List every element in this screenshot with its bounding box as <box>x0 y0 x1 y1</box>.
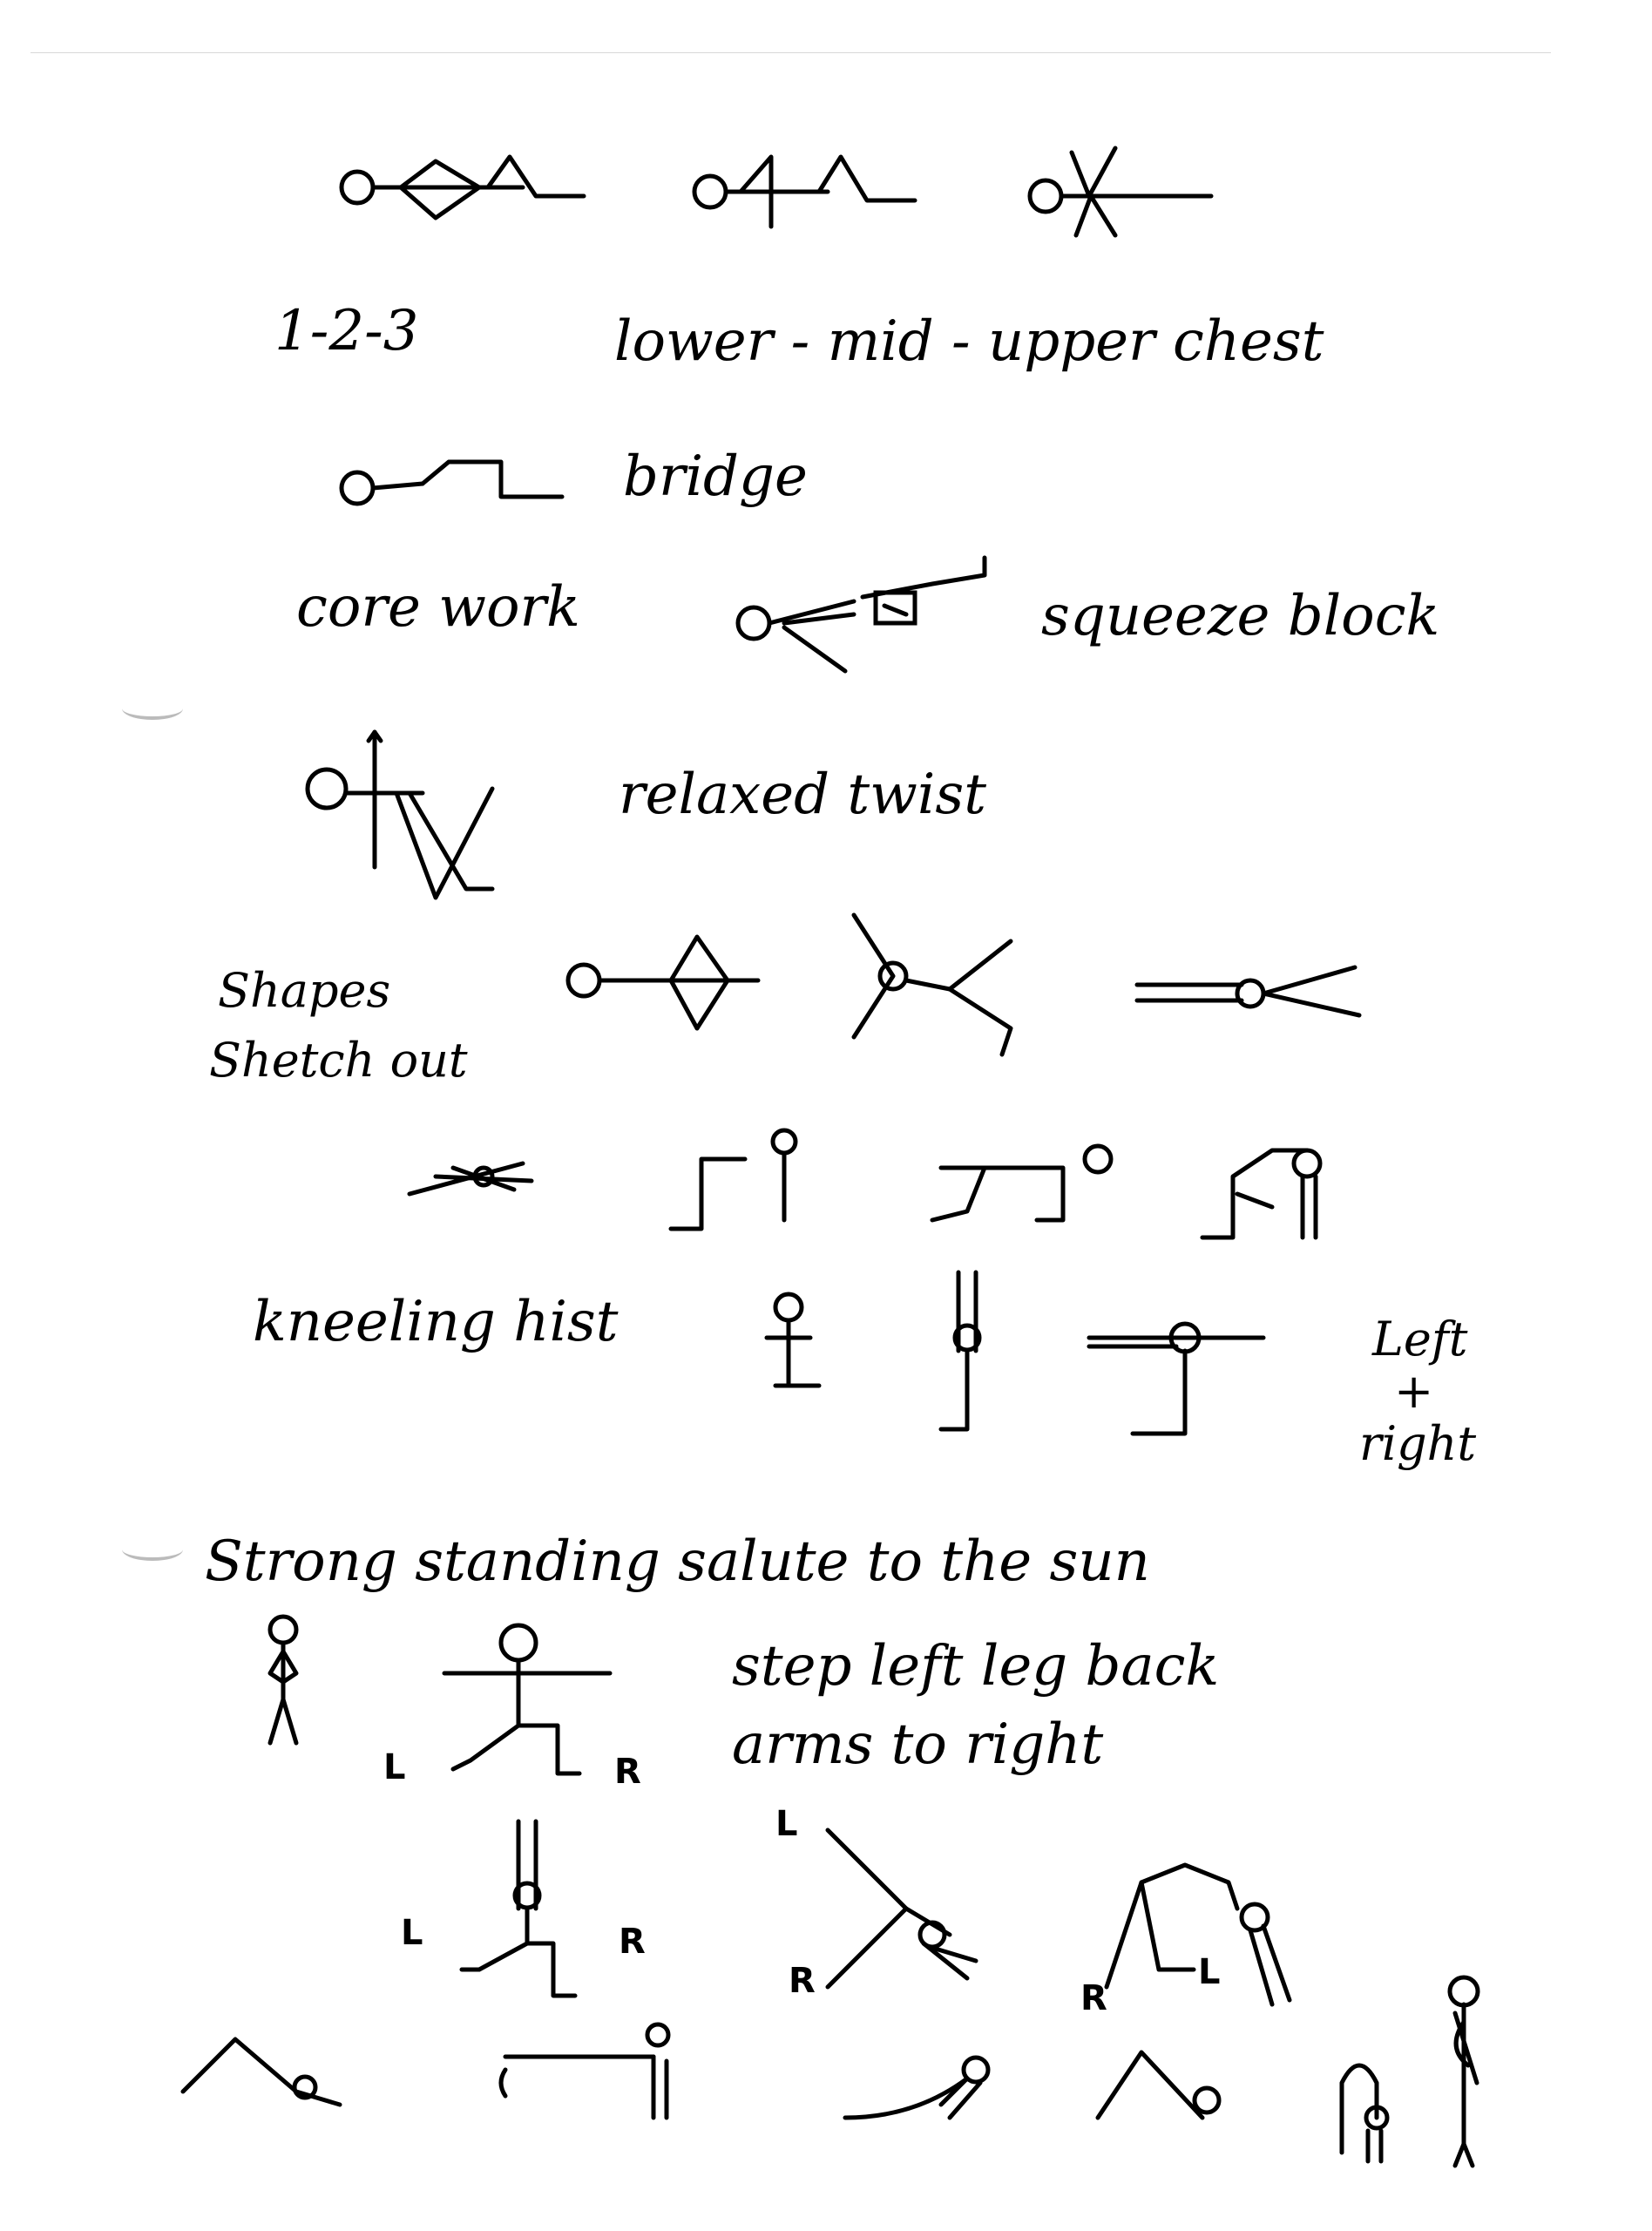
note-left: Left <box>1372 1312 1468 1366</box>
note-stretch-out: Shetch out <box>209 1033 468 1088</box>
lying-figure-lower-chest <box>339 154 586 220</box>
standing-arms-up-figure <box>1447 1975 1480 2168</box>
note-bridge: bridge <box>623 444 808 509</box>
plank-figure <box>498 2022 671 2120</box>
lying-figure-mid-chest <box>692 154 917 229</box>
note-core-work: core work <box>296 575 580 640</box>
kneeling-figure-arms-wide <box>1087 1321 1266 1436</box>
label-left-leg: L <box>383 1747 406 1787</box>
warrior-arms-to-right-figure <box>442 1623 613 1776</box>
note-squeeze-block: squeeze block <box>1041 584 1440 648</box>
label-right-leg: R <box>1080 1978 1107 2018</box>
label-right-leg: R <box>619 1922 646 1962</box>
downward-dog-figure-2 <box>1095 2050 1222 2120</box>
warrior-arms-up-figure <box>459 1819 578 1998</box>
page-top-rule <box>30 52 1551 53</box>
note-step-left-leg-back: step left leg back <box>732 1634 1220 1699</box>
label-left-leg: L <box>1198 1952 1221 1992</box>
standing-forward-fold-figure <box>1339 2063 1390 2164</box>
note-plus: + <box>1394 1364 1434 1419</box>
label-left-leg: L <box>775 1804 798 1844</box>
forward-fold-kneeling-figure <box>1200 1148 1323 1240</box>
kneeling-figure-upright <box>764 1292 822 1388</box>
note-kneeling-twist: kneeling hist <box>253 1290 619 1354</box>
note-relaxed-twist: relaxed twist <box>619 763 986 827</box>
downward-lunge-figure <box>825 1828 978 1990</box>
child-pose-figure <box>407 1161 534 1197</box>
downward-dog-figure <box>180 2037 342 2107</box>
note-chest-levels: lower - mid - upper chest <box>614 309 1324 374</box>
relaxed-twist-figure <box>305 729 495 900</box>
kneeling-upright-figure <box>668 1128 798 1231</box>
note-arms-to-right: arms to right <box>732 1712 1104 1777</box>
note-right: right <box>1359 1416 1477 1471</box>
shape-figure-star <box>851 912 1013 1057</box>
label-left-leg: L <box>401 1913 423 1953</box>
lying-figure-upper-chest <box>1027 146 1214 238</box>
shape-figure-arms-overhead <box>1134 965 1362 1018</box>
bridge-pose-figure <box>339 459 565 506</box>
core-work-figure-with-block <box>735 555 987 674</box>
low-lunge-forward-fold-figure <box>1104 1862 1292 2007</box>
kneeling-figure-arms-up <box>938 1270 982 1432</box>
upward-dog-figure <box>843 2055 991 2120</box>
punch-hole-mark <box>122 1538 183 1561</box>
note-salute-title: Strong standing salute to the sun <box>205 1529 1150 1594</box>
note-1-2-3: 1-2-3 <box>274 299 419 363</box>
shape-figure-diamond-legs <box>565 934 761 1031</box>
punch-hole-mark <box>122 697 183 720</box>
table-top-figure <box>930 1143 1114 1223</box>
label-right-leg: R <box>789 1961 816 2001</box>
note-shapes: Shapes <box>218 963 391 1018</box>
label-right-leg: R <box>614 1752 641 1792</box>
standing-prayer-figure <box>267 1614 299 1746</box>
